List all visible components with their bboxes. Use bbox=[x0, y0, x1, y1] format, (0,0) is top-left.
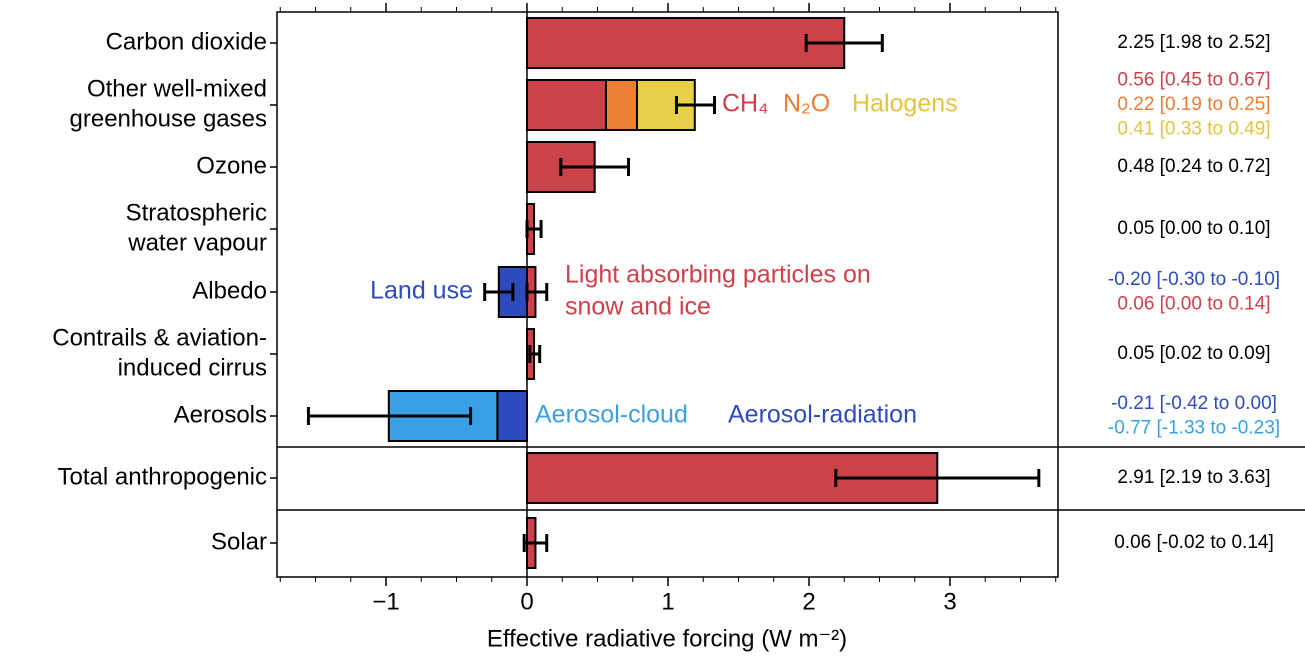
row-label: Contrails & aviation- bbox=[52, 324, 267, 351]
row-label: Ozone bbox=[196, 152, 267, 179]
row-label: Stratospheric bbox=[126, 199, 267, 226]
segment-annotation: N₂O bbox=[783, 90, 830, 118]
bar bbox=[496, 390, 528, 442]
value-label: -0.20 [-0.30 to -0.10] bbox=[1108, 269, 1280, 290]
value-label: -0.77 [-1.33 to -0.23] bbox=[1108, 417, 1280, 438]
value-label: 2.91 [2.19 to 3.63] bbox=[1117, 467, 1270, 488]
row-label: Albedo bbox=[192, 277, 267, 304]
bar bbox=[525, 79, 607, 131]
segment-annotation: Land use bbox=[370, 277, 473, 305]
row-label: water vapour bbox=[127, 229, 267, 256]
x-axis-label: Effective radiative forcing (W m⁻²) bbox=[487, 625, 847, 652]
row-label: Carbon dioxide bbox=[106, 28, 267, 55]
value-label: 0.05 [0.00 to 0.10] bbox=[1117, 218, 1270, 239]
x-tick-label: −1 bbox=[372, 588, 399, 615]
segment-annotation: CH₄ bbox=[722, 90, 768, 118]
segment-annotation: Halogens bbox=[852, 90, 958, 118]
row-label: Total anthropogenic bbox=[58, 463, 267, 490]
bar bbox=[525, 17, 846, 69]
x-tick-label: 0 bbox=[520, 588, 533, 615]
row-label: greenhouse gases bbox=[70, 105, 267, 132]
x-tick-label: 2 bbox=[802, 588, 815, 615]
x-tick-label: 1 bbox=[661, 588, 674, 615]
segment-annotation: snow and ice bbox=[565, 293, 711, 321]
segment-annotation: Aerosol-cloud bbox=[535, 401, 688, 429]
value-label: 0.05 [0.02 to 0.09] bbox=[1117, 343, 1270, 364]
value-label: 0.22 [0.19 to 0.25] bbox=[1117, 94, 1270, 115]
value-label: 0.48 [0.24 to 0.72] bbox=[1117, 156, 1270, 177]
segment-annotation: Light absorbing particles on bbox=[565, 261, 871, 289]
value-label: -0.21 [-0.42 to 0.00] bbox=[1111, 393, 1277, 414]
x-tick-label: 3 bbox=[943, 588, 956, 615]
bar bbox=[604, 79, 638, 131]
value-label: 0.56 [0.45 to 0.67] bbox=[1117, 70, 1270, 91]
row-label: Other well-mixed bbox=[87, 75, 267, 102]
value-label: 0.41 [0.33 to 0.49] bbox=[1117, 119, 1270, 140]
row-label: Aerosols bbox=[174, 401, 267, 428]
value-label: 2.25 [1.98 to 2.52] bbox=[1117, 32, 1270, 53]
row-label: induced cirrus bbox=[118, 354, 267, 381]
value-label: 0.06 [-0.02 to 0.14] bbox=[1114, 532, 1274, 553]
segment-annotation: Aerosol-radiation bbox=[728, 401, 917, 429]
value-label: 0.06 [0.00 to 0.14] bbox=[1117, 293, 1270, 314]
row-label: Solar bbox=[211, 528, 267, 555]
